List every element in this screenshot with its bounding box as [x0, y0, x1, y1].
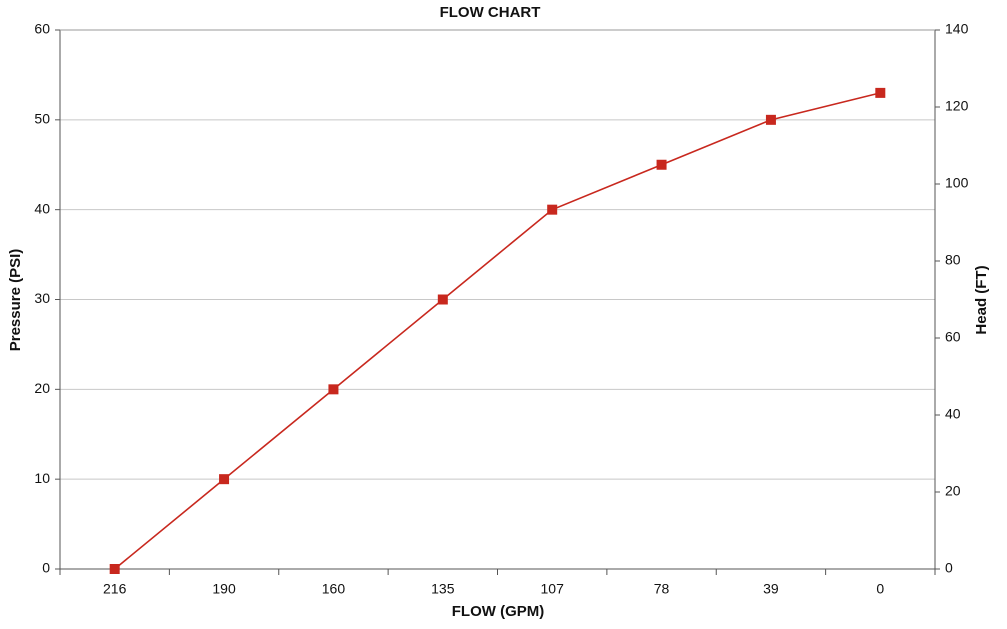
data-point	[328, 384, 339, 395]
x-tick-label: 216	[103, 581, 127, 597]
y2-tick-label: 60	[945, 329, 961, 345]
data-point	[656, 159, 667, 170]
data-point	[547, 204, 558, 215]
y-tick-label: 20	[34, 380, 50, 396]
y2-tick-label: 120	[945, 98, 969, 114]
y-tick-label: 60	[34, 21, 50, 37]
y-tick-label: 40	[34, 200, 50, 216]
y2-tick-label: 40	[945, 406, 961, 422]
data-point	[765, 114, 776, 125]
y2-tick-label: 0	[945, 560, 953, 576]
y-axis-label: Pressure (PSI)	[7, 249, 24, 352]
y2-tick-label: 140	[945, 21, 969, 37]
y2-tick-label: 20	[945, 483, 961, 499]
data-line	[114, 92, 881, 570]
x-tick-label: 160	[322, 581, 346, 597]
y-tick-label: 50	[34, 111, 50, 127]
data-point	[109, 564, 120, 574]
y2-tick-label: 80	[945, 252, 961, 268]
x-tick-label: 107	[541, 581, 565, 597]
x-axis-label: FLOW (GPM)	[452, 603, 544, 620]
chart-title: FLOW CHART	[440, 4, 541, 21]
data-point	[219, 474, 230, 485]
y-tick-label: 0	[42, 560, 50, 576]
x-tick-label: 78	[654, 581, 670, 597]
y2-tick-label: 100	[945, 175, 969, 191]
data-point	[437, 294, 448, 305]
y-tick-label: 10	[34, 470, 50, 486]
y2-axis-label: Head (FT)	[973, 265, 990, 334]
x-tick-label: 135	[431, 581, 455, 597]
x-tick-label: 0	[876, 581, 884, 597]
y-tick-label: 30	[34, 290, 50, 306]
data-point	[875, 87, 886, 98]
x-tick-label: 39	[763, 581, 779, 597]
x-tick-label: 190	[212, 581, 236, 597]
